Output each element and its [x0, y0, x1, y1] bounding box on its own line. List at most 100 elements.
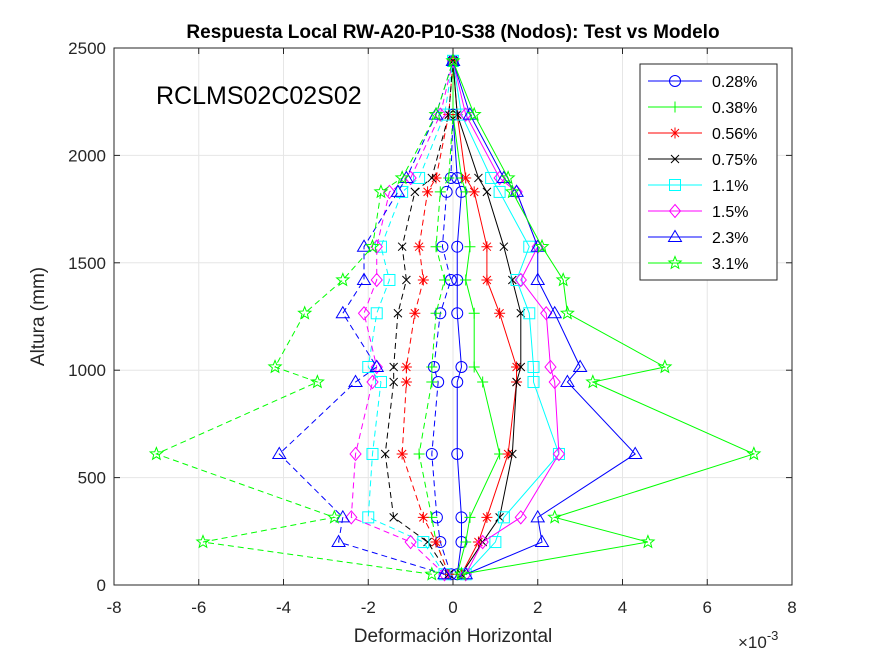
data-point	[370, 307, 383, 320]
x-tick-label: -2	[361, 598, 376, 617]
data-point	[511, 361, 523, 373]
data-point	[362, 511, 375, 524]
data-point	[451, 240, 464, 253]
data-point	[474, 173, 483, 183]
legend-swatch-marker	[669, 75, 681, 87]
data-point	[559, 305, 575, 320]
data-point	[422, 186, 434, 198]
data-point	[460, 536, 472, 548]
data-point	[365, 238, 380, 254]
data-point	[366, 447, 379, 460]
data-point	[512, 377, 521, 387]
data-point	[482, 187, 492, 197]
legend-label: 0.56%	[712, 126, 757, 143]
x-tick-label: -6	[191, 598, 206, 617]
data-point	[507, 449, 517, 459]
series-line-right	[452, 60, 756, 575]
data-point	[417, 536, 430, 549]
data-point	[464, 241, 476, 253]
legend-label: 3.1%	[712, 256, 748, 273]
series-3	[380, 56, 526, 579]
y-tick-label: 1500	[68, 254, 106, 273]
data-point	[413, 171, 426, 184]
y-tick-label: 1000	[68, 361, 106, 380]
data-point	[370, 272, 383, 288]
data-point	[481, 274, 493, 286]
legend-label: 1.1%	[712, 178, 748, 195]
data-point	[460, 274, 472, 286]
data-point	[502, 448, 514, 460]
x-tick-label: 8	[787, 598, 796, 617]
data-point	[510, 273, 523, 286]
data-point	[455, 108, 468, 121]
data-point	[413, 448, 425, 460]
legend-swatch-marker	[669, 101, 681, 113]
data-point	[497, 511, 510, 524]
x-tick-label: 0	[448, 598, 457, 617]
data-point	[530, 509, 546, 523]
data-point	[534, 238, 550, 254]
data-point	[444, 110, 454, 119]
data-point	[445, 53, 461, 68]
x-tick-label: -4	[276, 598, 291, 617]
data-point	[547, 305, 563, 319]
legend-box	[639, 63, 778, 281]
data-point	[309, 374, 325, 389]
data-point	[417, 274, 429, 286]
legend-label: 0.75%	[712, 152, 757, 169]
data-point	[527, 360, 540, 373]
legend-swatch-marker	[669, 179, 681, 191]
data-point	[439, 274, 451, 286]
x-exponent-power: -3	[767, 628, 779, 643]
data-point	[428, 106, 444, 121]
data-point	[424, 566, 440, 581]
data-point	[148, 446, 164, 461]
data-point	[627, 446, 643, 459]
data-point	[410, 187, 420, 197]
data-point	[426, 361, 438, 373]
data-point	[438, 566, 451, 582]
x-axis-label: Deformación Horizontal	[354, 626, 553, 647]
data-point	[195, 534, 211, 549]
data-point	[427, 173, 437, 183]
data-point	[326, 509, 342, 524]
data-point	[481, 241, 493, 253]
legend-swatch-marker	[670, 154, 680, 164]
series-line-left	[350, 60, 454, 575]
data-point	[657, 359, 673, 374]
series-line-left	[155, 60, 454, 575]
data-point	[434, 186, 446, 198]
legend-label: 1.5%	[712, 204, 748, 221]
data-point	[331, 534, 346, 548]
data-point	[495, 512, 504, 522]
legend-label: 0.38%	[712, 100, 757, 117]
data-point	[374, 376, 387, 389]
data-point	[335, 305, 351, 319]
data-point	[366, 374, 379, 390]
data-point	[348, 374, 363, 388]
data-point	[514, 510, 527, 525]
legend-label: 2.3%	[712, 230, 748, 247]
data-point	[428, 107, 444, 120]
legend-swatch-marker	[667, 255, 683, 270]
data-point	[481, 511, 493, 523]
data-point	[460, 172, 472, 184]
data-point	[540, 306, 553, 321]
data-point	[507, 275, 517, 285]
data-point	[400, 376, 412, 388]
data-point	[499, 242, 509, 252]
series-7	[148, 53, 762, 581]
data-point	[426, 376, 438, 388]
data-point	[400, 361, 412, 373]
data-point	[640, 534, 656, 549]
data-point	[380, 449, 390, 459]
data-point	[746, 446, 762, 461]
data-point	[544, 359, 557, 375]
legend-swatch-marker	[669, 127, 681, 139]
data-point	[390, 184, 406, 197]
data-point	[451, 447, 464, 460]
data-point	[527, 376, 540, 389]
data-point	[585, 374, 601, 389]
data-point	[345, 510, 358, 525]
data-point	[489, 536, 502, 549]
